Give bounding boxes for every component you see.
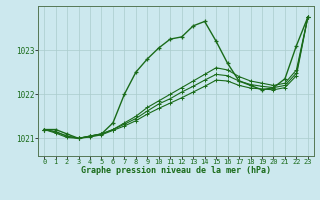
X-axis label: Graphe pression niveau de la mer (hPa): Graphe pression niveau de la mer (hPa) (81, 166, 271, 175)
